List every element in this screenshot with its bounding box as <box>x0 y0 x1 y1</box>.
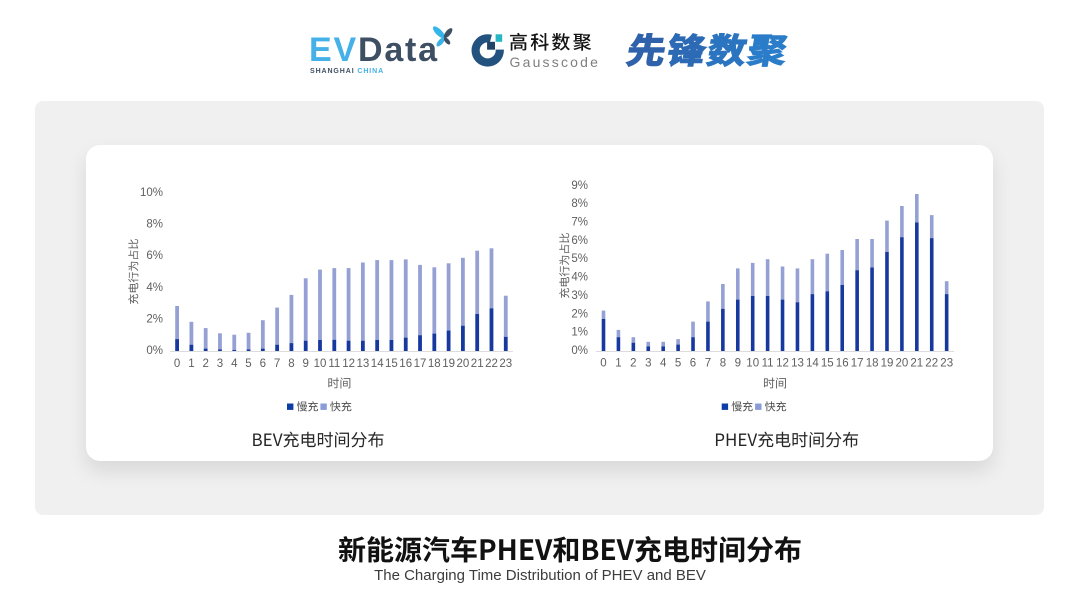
svg-text:9: 9 <box>302 358 308 370</box>
svg-text:2: 2 <box>630 358 636 370</box>
svg-text:10%: 10% <box>140 187 163 199</box>
svg-text:BEV充电时间分布: BEV充电时间分布 <box>252 426 385 451</box>
svg-text:18: 18 <box>428 358 441 370</box>
svg-text:19: 19 <box>442 358 455 370</box>
svg-text:5%: 5% <box>571 253 588 265</box>
svg-text:12: 12 <box>342 358 355 370</box>
svg-text:充电行为占比: 充电行为占比 <box>556 233 572 299</box>
svg-text:9%: 9% <box>571 180 588 192</box>
svg-text:慢充: 慢充 <box>297 399 319 415</box>
svg-text:20: 20 <box>457 358 470 370</box>
svg-text:充电行为占比: 充电行为占比 <box>126 239 142 305</box>
svg-text:0: 0 <box>174 358 180 370</box>
svg-text:10: 10 <box>314 358 327 370</box>
svg-text:8%: 8% <box>571 198 588 210</box>
svg-text:4%: 4% <box>571 272 588 284</box>
svg-text:23: 23 <box>499 358 512 370</box>
svg-text:2%: 2% <box>146 313 163 325</box>
svg-text:9: 9 <box>735 358 741 370</box>
svg-text:14: 14 <box>806 358 819 370</box>
svg-text:2: 2 <box>202 358 208 370</box>
svg-text:1%: 1% <box>571 327 588 339</box>
svg-text:4: 4 <box>231 358 238 370</box>
svg-text:8: 8 <box>288 358 294 370</box>
svg-text:3: 3 <box>645 358 651 370</box>
svg-text:17: 17 <box>414 358 427 370</box>
svg-text:6: 6 <box>260 358 266 370</box>
svg-text:22: 22 <box>485 358 498 370</box>
svg-text:14: 14 <box>371 358 384 370</box>
svg-text:慢充: 慢充 <box>731 399 753 415</box>
svg-text:快充: 快充 <box>330 399 352 415</box>
svg-text:17: 17 <box>851 358 864 370</box>
svg-text:5: 5 <box>675 358 681 370</box>
svg-text:15: 15 <box>821 358 834 370</box>
svg-text:时间: 时间 <box>763 375 787 392</box>
svg-text:快充: 快充 <box>765 399 787 415</box>
svg-text:20: 20 <box>896 358 909 370</box>
svg-text:0%: 0% <box>571 345 588 357</box>
svg-text:10: 10 <box>746 358 759 370</box>
svg-text:16: 16 <box>836 358 849 370</box>
svg-text:8: 8 <box>720 358 726 370</box>
svg-text:5: 5 <box>245 358 251 370</box>
svg-text:21: 21 <box>910 358 923 370</box>
svg-text:2%: 2% <box>571 308 588 320</box>
svg-text:1: 1 <box>188 358 194 370</box>
svg-text:16: 16 <box>399 358 412 370</box>
svg-text:4%: 4% <box>146 282 163 294</box>
svg-text:6%: 6% <box>571 235 588 247</box>
svg-text:12: 12 <box>776 358 789 370</box>
svg-text:0%: 0% <box>146 345 163 357</box>
svg-text:22: 22 <box>925 358 938 370</box>
svg-text:3%: 3% <box>571 290 588 302</box>
svg-text:19: 19 <box>881 358 894 370</box>
svg-text:时间: 时间 <box>327 375 351 392</box>
svg-text:11: 11 <box>328 358 340 370</box>
svg-text:7: 7 <box>705 358 711 370</box>
svg-text:PHEV充电时间分布: PHEV充电时间分布 <box>714 426 859 451</box>
svg-text:13: 13 <box>357 358 370 370</box>
svg-text:8%: 8% <box>146 219 163 231</box>
svg-text:11: 11 <box>762 358 774 370</box>
svg-text:4: 4 <box>660 358 667 370</box>
svg-text:3: 3 <box>217 358 223 370</box>
svg-text:0: 0 <box>600 358 606 370</box>
svg-text:23: 23 <box>940 358 953 370</box>
svg-text:15: 15 <box>385 358 398 370</box>
svg-text:13: 13 <box>791 358 804 370</box>
svg-text:6: 6 <box>690 358 696 370</box>
svg-text:1: 1 <box>615 358 621 370</box>
svg-text:18: 18 <box>866 358 879 370</box>
svg-text:7%: 7% <box>571 217 588 229</box>
svg-text:7: 7 <box>274 358 280 370</box>
svg-text:21: 21 <box>471 358 484 370</box>
svg-text:6%: 6% <box>146 250 163 262</box>
